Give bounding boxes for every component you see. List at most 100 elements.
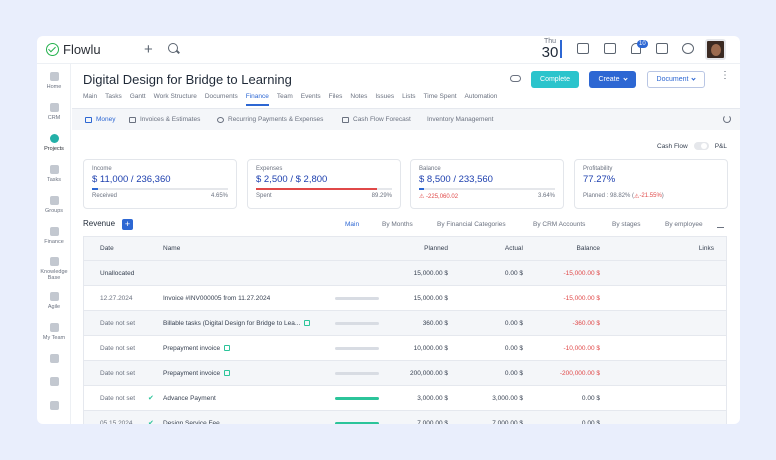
card-value: $ 8,500 / 233,560 (419, 174, 493, 185)
tab-gantt[interactable]: Gantt (129, 93, 146, 100)
app-window: Flowlu + Thu 30 10 Home CRM Projects Tas… (37, 36, 740, 424)
money-icon (85, 116, 92, 123)
refresh-icon[interactable] (723, 115, 731, 123)
tab-finance[interactable]: Finance (245, 93, 269, 106)
app-icon (49, 377, 59, 386)
download-icon[interactable] (717, 221, 724, 228)
add-revenue-button[interactable]: + (122, 219, 133, 230)
tab-lists[interactable]: Lists (402, 93, 416, 100)
cell-balance: -10,000.00 $ (563, 345, 600, 352)
cell-name-text: Design Service Fee (163, 420, 220, 424)
tab-work-structure[interactable]: Work Structure (153, 93, 197, 100)
card-foot-right: 89.29% (371, 193, 392, 199)
sidebar-item-agile[interactable]: Agile (37, 292, 71, 310)
payment-progress-bar (335, 397, 379, 400)
tab-tasks[interactable]: Tasks (105, 93, 122, 100)
date-widget[interactable]: Thu 30 (537, 38, 563, 61)
invoice-icon (129, 116, 136, 123)
sidebar-item-crm[interactable]: CRM (37, 103, 71, 121)
chat-icon[interactable] (656, 43, 668, 54)
flowlu-logo[interactable]: Flowlu (46, 42, 101, 57)
cell-planned: 15,000.00 $ (413, 295, 448, 302)
sidebar-item-finance[interactable]: Finance (37, 227, 71, 245)
cell-date: Date not set (100, 345, 136, 352)
tab-files[interactable]: Files (328, 93, 343, 100)
plus-icon[interactable]: + (144, 41, 153, 58)
header-planned[interactable]: Planned (424, 245, 448, 252)
sidebar-item-label: Agile (47, 304, 61, 310)
card-foot-left: ⚠ -225,060.02 (419, 193, 458, 200)
cell-name[interactable]: Advance Payment (163, 395, 216, 402)
cell-name[interactable]: Prepayment invoice (163, 345, 231, 352)
sidebar-item-extra-3[interactable] (37, 401, 71, 413)
subtab-label: Cash Flow Forecast (353, 116, 411, 123)
sidebar-item-groups[interactable]: Groups (37, 196, 71, 214)
tab-events[interactable]: Events (300, 93, 321, 100)
subtab-recurring[interactable]: Recurring Payments & Expenses (217, 116, 323, 123)
header-date[interactable]: Date (100, 245, 114, 252)
revenue-tab-main[interactable]: Main (345, 221, 360, 228)
document-button[interactable]: Document (647, 71, 705, 88)
revenue-title: Revenue (83, 219, 116, 228)
table-row[interactable]: Date not set Prepayment invoice 200,000.00… (84, 361, 726, 386)
subtab-label: Invoices & Estimates (140, 116, 201, 123)
more-icon[interactable]: ⋮ (720, 70, 730, 81)
tab-documents[interactable]: Documents (204, 93, 238, 100)
cell-name[interactable]: Invoice #INV000005 from 11.27.2024 (163, 295, 270, 302)
check-icon: ✔ (148, 420, 154, 424)
cell-name[interactable]: Billable tasks (Digital Design for Bridg… (163, 320, 311, 327)
tab-notes[interactable]: Notes (350, 93, 368, 100)
subtab-cash-flow-forecast[interactable]: Cash Flow Forecast (342, 116, 411, 123)
sidebar-item-extra-2[interactable] (37, 377, 71, 389)
header-name[interactable]: Name (163, 245, 181, 252)
revenue-tab-by-employee[interactable]: By employee (665, 221, 703, 228)
create-button[interactable]: Create (589, 71, 636, 88)
tab-issues[interactable]: Issues (375, 93, 395, 100)
sidebar-item-my-team[interactable]: My Team (37, 323, 71, 341)
table-row[interactable]: Unallocated 15,000.00 $ 0.00 $ -15,000.00 $ (84, 261, 726, 286)
subtab-inventory[interactable]: Inventory Management (427, 116, 493, 123)
revenue-tab-by-crm-accounts[interactable]: By CRM Accounts (533, 221, 586, 228)
help-icon[interactable] (682, 43, 694, 54)
payment-progress-bar (335, 297, 379, 300)
sidebar-item-knowledge-base[interactable]: Knowledge Base (37, 257, 71, 281)
finance-icon (49, 227, 59, 236)
tab-team[interactable]: Team (276, 93, 293, 100)
table-row[interactable]: Date not set Prepayment invoice 10,000.00 … (84, 336, 726, 361)
tab-time-spent[interactable]: Time Spent (423, 93, 457, 100)
cell-name[interactable]: Design Service Fee (163, 420, 220, 424)
link-icon[interactable] (510, 75, 521, 82)
sidebar-item-tasks[interactable]: Tasks (37, 165, 71, 183)
header-balance[interactable]: Balance (576, 245, 601, 252)
mail-icon[interactable] (577, 43, 589, 54)
project-tabs: Main Tasks Gantt Work Structure Document… (83, 93, 505, 106)
header-actual[interactable]: Actual (504, 245, 523, 252)
table-row[interactable]: 05.15.2024 ✔ Design Service Fee 7,000.00 $ 7… (84, 411, 726, 424)
table-row[interactable]: 12.27.2024 Invoice #INV000005 from 11.27.… (84, 286, 726, 311)
revenue-table: Date Name Planned Actual Balance Links U… (83, 236, 727, 424)
subtab-invoices[interactable]: Invoices & Estimates (129, 116, 200, 123)
cell-name-text: Prepayment invoice (163, 370, 221, 377)
cell-name[interactable]: Prepayment invoice (163, 370, 231, 377)
toggle-switch[interactable] (693, 142, 709, 150)
search-icon[interactable] (168, 43, 178, 53)
sidebar-item-label: My Team (42, 335, 66, 341)
revenue-tab-by-financial-categories[interactable]: By Financial Categories (437, 221, 506, 228)
tab-automation[interactable]: Automation (464, 93, 498, 100)
bell-icon[interactable] (631, 43, 641, 54)
cashflow-pl-toggle[interactable]: Cash Flow P&L (657, 142, 727, 150)
revenue-tab-by-months[interactable]: By Months (382, 221, 413, 228)
sidebar-item-home[interactable]: Home (37, 72, 71, 90)
subtab-money[interactable]: Money (85, 116, 116, 123)
feed-icon[interactable] (604, 43, 616, 54)
tab-main[interactable]: Main (83, 93, 98, 100)
sidebar-item-projects[interactable]: Projects (37, 134, 71, 152)
complete-button[interactable]: Complete (531, 71, 579, 88)
cell-balance: 0.00 $ (581, 395, 600, 402)
table-row[interactable]: Date not set ✔ Advance Payment 3,000.00 $ 3,… (84, 386, 726, 411)
table-row[interactable]: Date not set Billable tasks (Digital Desi… (84, 311, 726, 336)
avatar[interactable] (705, 39, 726, 60)
revenue-tab-by-stages[interactable]: By stages (612, 221, 641, 228)
payment-progress-bar (335, 372, 379, 375)
sidebar-item-extra-1[interactable] (37, 354, 71, 366)
